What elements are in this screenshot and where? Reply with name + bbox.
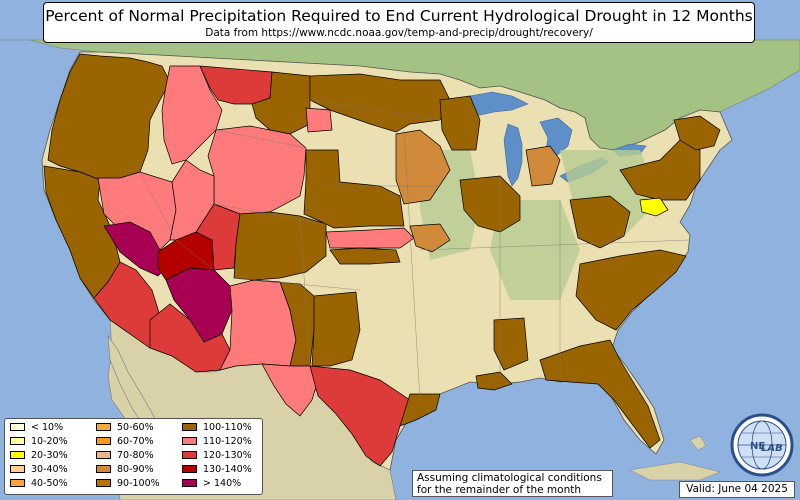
region-carolinas	[575, 249, 687, 331]
legend-label: 100-110%	[203, 422, 252, 433]
legend-label: 120-130%	[203, 450, 252, 461]
region-upper-midwest	[309, 73, 451, 133]
region-idaho-montana	[161, 65, 223, 165]
legend-swatch	[10, 422, 25, 431]
note-line-1: Assuming climatological conditions	[417, 472, 602, 484]
legend-swatch	[96, 450, 111, 459]
lake-michigan	[503, 123, 523, 187]
region-wyoming	[207, 125, 307, 215]
map-subtitle: Data from https://www.ncdc.noaa.gov/temp…	[205, 27, 593, 39]
region-oklahoma	[329, 247, 401, 265]
legend-item: 60-70%	[96, 436, 154, 448]
legend-label: 90-100%	[117, 478, 160, 489]
legend-item: 50-60%	[96, 422, 154, 434]
region-wisconsin	[439, 95, 481, 151]
region-south-dakota	[305, 107, 333, 133]
title-box: Percent of Normal Precipitation Required…	[43, 2, 755, 43]
region-missouri	[409, 223, 451, 253]
legend-item: 20-30%	[10, 450, 68, 462]
region-appalachia	[569, 195, 631, 249]
region-louisiana	[475, 371, 513, 391]
legend-label: 40-50%	[31, 478, 68, 489]
legend-label: 10-20%	[31, 436, 68, 447]
legend-item: 90-100%	[96, 478, 160, 490]
region-texas-panhandle	[311, 291, 361, 367]
legend-item: 40-50%	[10, 478, 68, 490]
logo-text-ne: NE	[750, 441, 765, 452]
legend-label: < 10%	[31, 422, 64, 433]
legend-swatch	[182, 450, 197, 459]
region-michigan-south	[525, 145, 561, 187]
legend-label: 30-40%	[31, 464, 68, 475]
legend-label: > 140%	[203, 478, 242, 489]
legend-swatch	[10, 478, 25, 487]
region-northeast	[619, 139, 701, 201]
legend-label: 50-60%	[117, 422, 154, 433]
region-kansas-south	[325, 227, 415, 249]
region-plains-central	[303, 149, 405, 229]
legend-label: 80-90%	[117, 464, 154, 475]
legend-item: 70-80%	[96, 450, 154, 462]
legend-label: 130-140%	[203, 464, 252, 475]
legend-swatch	[182, 478, 197, 487]
legend-swatch	[96, 436, 111, 445]
drought-regions	[43, 53, 721, 467]
legend-swatch	[182, 436, 197, 445]
region-maryland	[639, 197, 669, 217]
legend-label: 20-30%	[31, 450, 68, 461]
legend-item: 110-120%	[182, 436, 252, 448]
logo-text-lab: LAB	[761, 443, 783, 454]
legend-item: 80-90%	[96, 464, 154, 476]
legend-item: 130-140%	[182, 464, 252, 476]
legend-swatch	[96, 478, 111, 487]
region-texas-central	[309, 365, 411, 467]
region-utah	[169, 159, 215, 241]
legend-label: 110-120%	[203, 436, 252, 447]
legend-swatch	[182, 464, 197, 473]
legend: < 10% 10-20% 20-30% 30-40% 40-50% 50-60%…	[4, 418, 263, 495]
map-title: Percent of Normal Precipitation Required…	[45, 7, 753, 25]
legend-label: 60-70%	[117, 436, 154, 447]
valid-date: Valid: June 04 2025	[679, 481, 795, 498]
legend-item: > 140%	[182, 478, 241, 490]
legend-swatch	[96, 464, 111, 473]
cuba	[629, 461, 721, 481]
nexlab-globe-logo: NE LAB	[730, 413, 794, 477]
bahamas	[689, 435, 707, 451]
legend-swatch	[182, 422, 197, 431]
region-texas-coast	[399, 393, 441, 427]
legend-item: 10-20%	[10, 436, 68, 448]
legend-swatch	[10, 464, 25, 473]
legend-swatch	[10, 436, 25, 445]
legend-swatch	[96, 422, 111, 431]
legend-item: 120-130%	[182, 450, 252, 462]
region-mississippi	[493, 317, 529, 371]
region-iowa	[395, 129, 451, 205]
region-new-england	[673, 115, 721, 151]
legend-item: 30-40%	[10, 464, 68, 476]
legend-item: < 10%	[10, 422, 63, 434]
region-southeast	[539, 339, 661, 449]
legend-swatch	[10, 450, 25, 459]
legend-label: 70-80%	[117, 450, 154, 461]
region-ohio-valley	[459, 175, 521, 233]
assumption-note: Assuming climatological conditions for t…	[412, 470, 613, 497]
region-texas-west	[261, 363, 319, 417]
note-line-2: for the remainder of the month	[417, 484, 582, 496]
legend-item: 100-110%	[182, 422, 252, 434]
state-borders	[139, 99, 691, 401]
